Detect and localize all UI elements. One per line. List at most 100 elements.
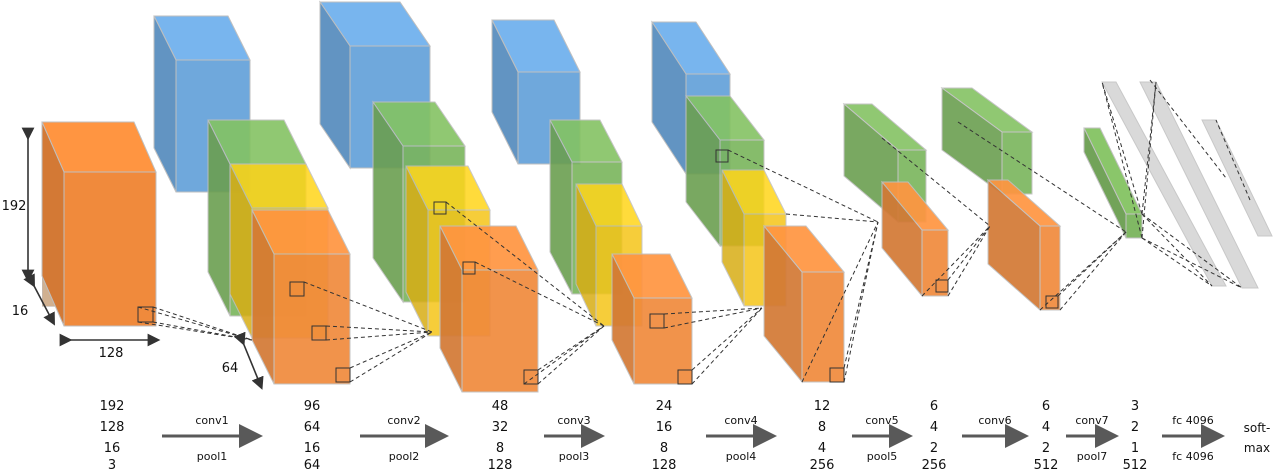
layer6-orange-block [986,178,1062,312]
layer5-orange-block [880,180,950,298]
size-value: max [1244,441,1270,455]
layer3-kernel-b [677,369,693,385]
op-top-label: conv7 [1075,414,1108,427]
connection-lines [137,79,1251,385]
connection-line [947,225,991,281]
input-width-annotation: 128 [59,333,161,361]
layer4-kernel-a [715,149,729,163]
size-value: 2 [930,441,938,456]
layer-blocks [41,0,1273,393]
size-value: 6 [930,399,938,414]
op-arrow-8: fc 4096 fc 4096 [1162,414,1225,463]
size-column-7: 6 4 2 512 [1034,399,1059,472]
connection-line [957,121,1127,233]
connection-line [137,306,253,341]
connection-line [843,221,879,383]
size-value: 512 [1123,458,1148,472]
size-value: soft- [1244,421,1271,435]
layer4-kernel-b [829,367,845,383]
size-value: 8 [496,441,504,456]
connection-line [691,307,763,371]
size-value: 2 [1042,441,1050,456]
input-depth-annotation: 16 [12,273,55,326]
input-volume [41,121,157,327]
size-column-8: 3 2 1 512 [1123,399,1148,472]
op-top-label: conv3 [557,414,590,427]
op-top-label: conv1 [195,414,228,427]
size-value: 128 [100,420,125,435]
size-value: 96 [304,399,321,414]
connection-line [1057,231,1127,297]
connection-line [537,325,605,385]
connection-line [537,325,605,371]
connection-line [801,221,879,383]
layer6-kernel [1045,295,1059,309]
op-arrow-6: conv6 [962,414,1029,448]
connection-line [1101,81,1143,239]
op-bottom-label: pool4 [726,450,757,463]
size-column-3: 48 32 8 128 [488,399,513,472]
layer1-orange-block [251,209,351,385]
connection-line [691,307,763,385]
size-value: 192 [100,399,125,414]
op-bottom-label: pool2 [389,450,420,463]
size-value: 256 [810,458,835,472]
size-column-5: 12 8 4 256 [810,399,835,472]
layer2-orange-block [439,225,539,393]
fc3-panel [1201,119,1273,237]
connection-line [1141,237,1243,289]
size-column-4: 24 16 8 128 [652,399,677,472]
connection-line [349,331,433,369]
size-column-6: 6 4 2 256 [922,399,947,472]
connection-line [1141,81,1157,239]
op-top-label: conv4 [724,414,757,427]
layer3-kernel-a [649,313,665,329]
size-value: 4 [930,420,938,435]
fc1-panel [1101,81,1227,287]
size-value: 16 [104,441,121,456]
connection-line [349,331,433,383]
connection-line [921,225,991,297]
op-top-label: conv5 [865,414,898,427]
size-column-9: soft-max [1244,421,1271,455]
connection-line [137,321,253,341]
op-bottom-label: fc 4096 [1172,450,1213,463]
connection-line [785,213,879,223]
fc2-panel [1139,81,1259,289]
layer3-orange-block [611,253,693,385]
connection-line [325,325,433,333]
layer2-kernel-c [523,369,539,385]
op-top-label: conv6 [978,414,1011,427]
layer4-orange-block [762,224,846,384]
size-value: 4 [818,441,826,456]
layer1-kernel-a [289,281,305,297]
size-value: 4 [1042,420,1050,435]
layer1-kernel-c [335,367,351,383]
size-value: 24 [656,399,673,414]
op-arrow-7: conv7 pool7 [1066,414,1119,463]
connection-line [1141,237,1213,287]
op-bottom-label: pool3 [559,450,590,463]
size-column-1: 192 128 16 3 [100,399,125,472]
size-value: 16 [656,420,673,435]
size-value: 3 [108,458,116,472]
connection-line [1215,119,1251,201]
size-column-2: 96 64 16 64 [304,399,321,472]
connection-line [445,201,605,327]
size-value: 12 [814,399,831,414]
size-value: 1 [1131,441,1139,456]
input-height-annotation: 192 [2,127,35,283]
op-arrow-1: conv1 pool1 [162,414,263,463]
connection-line [474,261,605,327]
connection-line [947,225,991,297]
size-value: 2 [1131,420,1139,435]
connection-line [325,331,433,341]
op-top-label: conv2 [387,414,420,427]
size-value: 8 [818,420,826,435]
layer7-green-block [1083,127,1143,239]
kernel-depth-label: 64 [222,361,239,376]
connection-line [663,307,763,315]
connection-line [663,307,763,329]
connection-line [152,321,253,341]
